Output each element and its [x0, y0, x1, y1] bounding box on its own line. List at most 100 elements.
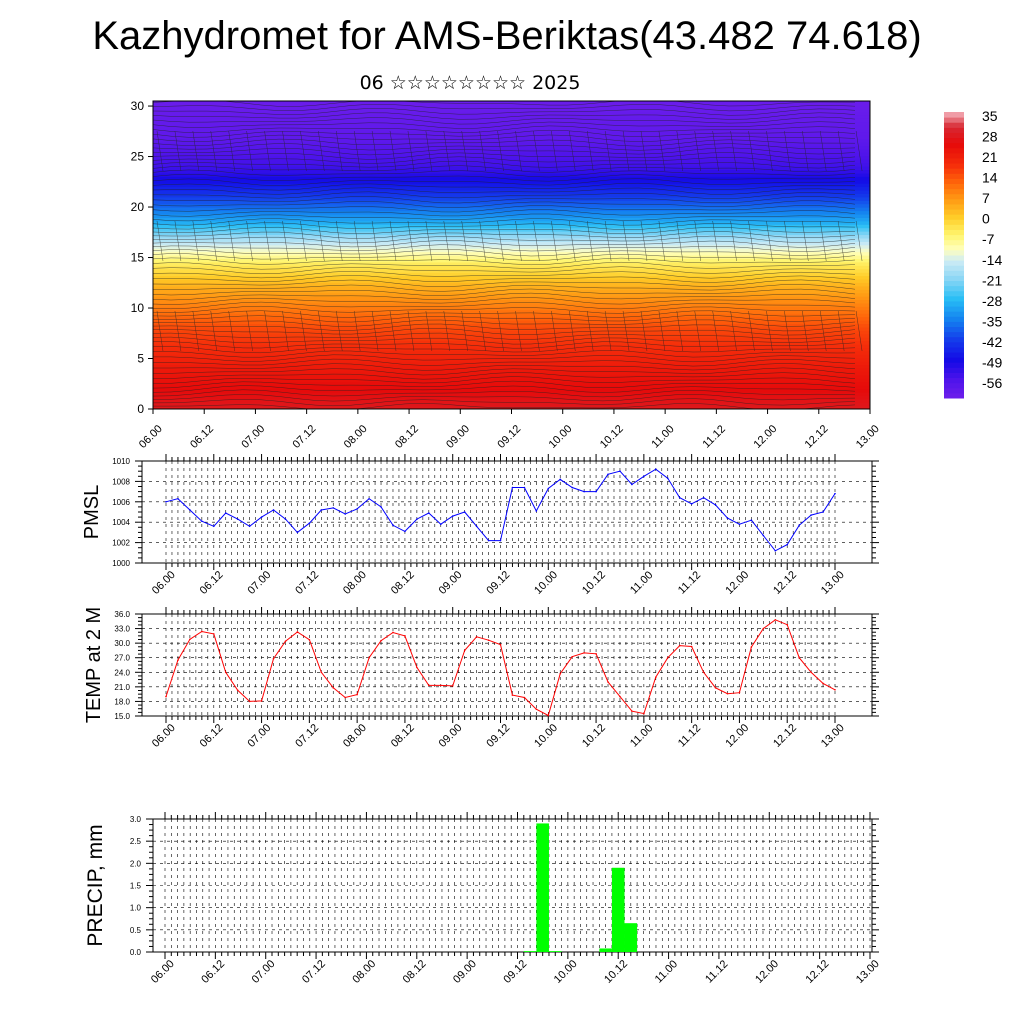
y-tick-label: 0.0 — [130, 948, 142, 957]
barb-stroke — [156, 130, 164, 172]
field-band — [153, 378, 870, 383]
y-tick-label: 1000 — [112, 559, 130, 568]
x-tick-label: 12.00 — [723, 722, 751, 750]
x-tick-label: 11.00 — [628, 722, 655, 749]
colorbar-swatch — [944, 163, 964, 169]
barb-stroke — [604, 220, 612, 262]
field-band — [153, 367, 870, 372]
data-point — [523, 696, 526, 699]
barb-stroke — [586, 130, 594, 172]
barb-stroke — [748, 130, 755, 172]
field-band — [153, 234, 870, 239]
precip-bar — [611, 867, 625, 952]
data-point — [308, 638, 311, 641]
y-tick-label: 0 — [137, 402, 144, 416]
data-point — [762, 627, 765, 630]
field-band — [153, 326, 870, 331]
barb-stroke — [586, 310, 594, 352]
colorbar-swatch — [944, 255, 964, 261]
barb-stroke — [461, 130, 468, 172]
barb-stroke — [407, 310, 415, 352]
streamline — [153, 257, 856, 266]
x-tick-label: 06.12 — [188, 423, 216, 451]
barb-stroke — [551, 220, 558, 262]
streamline — [153, 138, 856, 147]
barb-stroke — [210, 310, 218, 352]
field-band — [153, 213, 870, 218]
barb-stroke — [300, 310, 307, 352]
x-tick-label: 09.12 — [495, 423, 523, 451]
x-tick-label: 07.12 — [300, 958, 328, 986]
barb-stroke — [676, 130, 684, 172]
streamline — [153, 209, 856, 217]
field-band — [153, 251, 870, 256]
barb-stroke — [533, 130, 540, 172]
field-band — [153, 361, 870, 366]
barb-stroke — [515, 310, 522, 352]
colorbar-swatch — [944, 122, 964, 128]
colorbar-swatch — [944, 392, 964, 399]
barb-stroke — [425, 220, 433, 262]
streamline — [153, 288, 856, 296]
colorbar-swatch — [944, 244, 964, 251]
y-tick-label: 21.0 — [114, 683, 130, 692]
colorbar-swatch — [944, 362, 964, 368]
data-point — [475, 525, 478, 528]
x-tick-label: 12.12 — [771, 569, 799, 597]
colorbar-label: -42 — [982, 334, 1002, 350]
field-band — [153, 292, 870, 297]
x-tick-label: 13.00 — [819, 569, 847, 597]
barb-stroke — [640, 310, 648, 352]
data-point — [248, 525, 251, 528]
barb-stroke — [694, 130, 701, 172]
streamline — [153, 284, 856, 292]
streamline — [153, 350, 856, 358]
x-tick-label: 08.12 — [401, 958, 429, 986]
streamline — [153, 152, 856, 160]
colorbar-swatch — [944, 198, 964, 205]
data-point — [750, 646, 753, 648]
streamline — [153, 292, 856, 301]
data-point — [547, 714, 550, 717]
data-point — [392, 631, 394, 634]
x-tick-label: 09.00 — [444, 423, 472, 451]
barb-stroke — [443, 130, 451, 172]
streamline — [153, 231, 856, 239]
data-point — [774, 549, 777, 552]
colorbar-swatch — [944, 178, 964, 184]
data-point — [678, 644, 681, 647]
barb-stroke — [802, 130, 809, 172]
barb-stroke — [855, 220, 863, 262]
data-point — [571, 655, 573, 658]
colorbar: 35 28 21 14 7 0 -7 -14 -21 -28 -35 -42 -49 -56 — [944, 108, 1002, 399]
colorbar-swatch — [944, 270, 964, 276]
data-point — [774, 619, 777, 621]
barb-stroke — [497, 130, 504, 172]
barb-stroke — [515, 220, 522, 262]
streamline — [153, 385, 856, 393]
grid — [142, 614, 872, 716]
colorbar-swatch — [944, 290, 964, 297]
y-tick-label: 20 — [131, 200, 145, 214]
data-point — [189, 509, 191, 511]
x-tick-label: 12.00 — [723, 569, 751, 597]
field-band — [153, 152, 870, 157]
barb-stroke — [676, 310, 684, 352]
field-band — [153, 371, 870, 376]
streamline — [153, 249, 856, 257]
x-tick-label: 06.00 — [137, 423, 165, 451]
barb-stroke — [443, 220, 451, 262]
barb-stroke — [515, 130, 522, 172]
colorbar-label: 0 — [982, 211, 990, 227]
x-tick-label: 06.00 — [150, 569, 178, 597]
data-point — [332, 687, 335, 689]
colorbar-swatch — [944, 372, 964, 379]
data-point — [392, 524, 394, 527]
x-tick-label: 10.00 — [532, 569, 560, 597]
data-point — [762, 534, 765, 537]
y-tick-label: 1010 — [112, 457, 130, 466]
field-band — [153, 162, 870, 167]
y-tick-label: 27.0 — [114, 654, 130, 663]
x-tick-label: 12.00 — [753, 958, 781, 986]
field-band — [153, 210, 870, 215]
